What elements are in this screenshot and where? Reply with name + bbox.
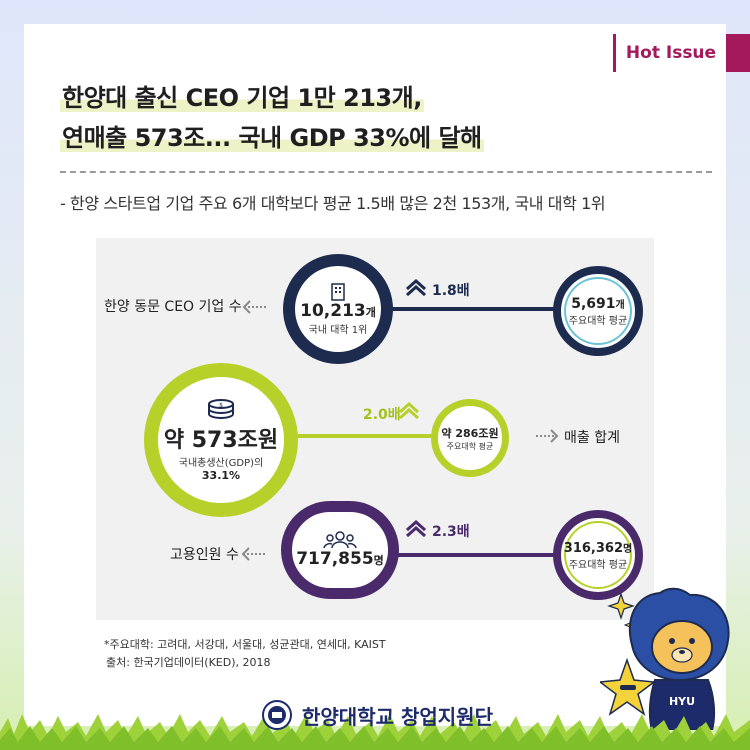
hot-issue-tag: Hot Issue	[613, 34, 726, 72]
footnote-universities: *주요대학: 고려대, 서강대, 서울대, 성균관대, 연세대, KAIST	[104, 638, 386, 651]
employ-main-circle: 717,855명	[281, 501, 399, 599]
subheadline: - 한양 스타트업 기업 주요 6개 대학보다 평균 1.5배 많은 2천 15…	[60, 194, 606, 213]
mascot-shirt-text: HYU	[669, 695, 695, 708]
sales-main-circle: $ 약 573조원 국내총생산(GDP)의 33.1%	[144, 363, 298, 517]
divider	[60, 171, 712, 173]
employ-compare-value: 316,362명	[563, 540, 633, 556]
headline-line-1: 한양대 출신 CEO 기업 1만 213개,	[60, 84, 424, 112]
employ-connector-line	[380, 553, 560, 557]
sales-compare-sub: 주요대학 평균	[446, 441, 494, 451]
employ-arrow-icon	[241, 547, 267, 561]
employ-label: 고용인원 수	[170, 547, 239, 563]
tag-accent-bar	[726, 34, 750, 72]
employ-value: 717,855명	[296, 549, 384, 569]
employ-compare-sub: 주요대학 평균	[568, 559, 628, 571]
ceo-compare-value: 5,691개	[571, 295, 625, 312]
sales-compare-circle: 약 286조원 주요대학 평균	[431, 399, 509, 477]
svg-text:$: $	[219, 402, 223, 409]
sales-ratio-chevron-icon	[399, 401, 419, 420]
sales-value: 약 573조원	[163, 428, 279, 453]
ceo-connector-line	[350, 307, 575, 311]
sales-sub-2: 33.1%	[201, 469, 241, 482]
sales-connector-line	[290, 434, 435, 438]
ceo-main-circle: 10,213개 국내 대학 1위	[283, 254, 393, 364]
sales-label: 매출 합계	[564, 430, 620, 446]
people-icon	[323, 531, 357, 549]
ceo-arrow-icon	[242, 300, 268, 314]
ceo-compare-sub: 주요대학 평균	[568, 315, 628, 327]
ceo-compare-circle: 5,691개 주요대학 평균	[553, 266, 643, 356]
employ-ratio: 2.3배	[432, 524, 470, 540]
sales-sub-1: 국내총생산(GDP)의	[178, 458, 264, 469]
headline-line-2: 연매출 573조... 국내 GDP 33%에 달해	[60, 124, 484, 152]
ceo-ratio: 1.8배	[432, 283, 470, 299]
footnote-source: 출처: 한국기업데이터(KED), 2018	[106, 656, 271, 669]
ceo-ratio-chevron-icon	[406, 278, 426, 297]
university-seal-icon	[262, 700, 292, 730]
employ-compare-circle: 316,362명 주요대학 평균	[553, 510, 643, 600]
building-icon	[331, 282, 345, 301]
lion-mascot-illustration: HYU	[600, 587, 730, 730]
grass-decoration	[0, 714, 750, 750]
sales-compare-value: 약 286조원	[441, 426, 499, 440]
coin-stack-icon: $	[208, 399, 234, 419]
sales-ratio: 2.0배	[363, 407, 401, 423]
ceo-label: 한양 동문 CEO 기업 수	[104, 299, 242, 315]
ceo-sub: 국내 대학 1위	[308, 324, 368, 336]
footer-logo: 한양대학교 창업지원단	[262, 700, 493, 730]
sales-arrow-icon	[536, 429, 559, 443]
employ-ratio-chevron-icon	[406, 519, 426, 538]
footer-org-name: 한양대학교 창업지원단	[302, 704, 493, 729]
ceo-value: 10,213개	[300, 300, 376, 321]
